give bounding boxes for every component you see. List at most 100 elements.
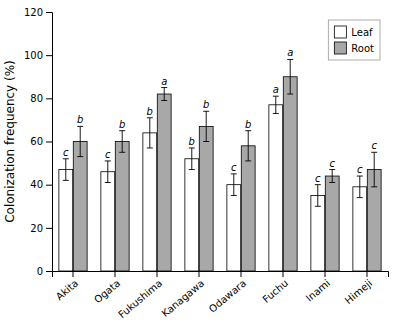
x-tick: Ogata <box>92 271 122 305</box>
error-bar <box>161 88 167 101</box>
x-tick: Inami <box>304 271 332 304</box>
x-axis-line <box>53 272 389 278</box>
y-tick-mark <box>46 142 52 143</box>
y-tick-mark <box>46 185 52 186</box>
x-axis: Akita OgataFukushimaKanagawaOdawara Fuchu I… <box>53 271 389 320</box>
y-tick-mark <box>46 228 52 229</box>
significance-label: b <box>203 99 209 110</box>
bar <box>101 172 115 271</box>
x-tick-mark <box>367 271 368 277</box>
bar <box>227 185 241 271</box>
bar <box>143 133 157 271</box>
x-tick-mark <box>157 271 158 277</box>
significance-label: b <box>147 106 153 117</box>
significance-label: b <box>119 119 125 130</box>
significance-label: a <box>161 76 167 87</box>
x-tick: Himeji <box>343 271 374 306</box>
x-tick-label: Fukushima <box>116 277 164 320</box>
significance-label: c <box>371 140 377 151</box>
legend-frame <box>328 20 380 60</box>
y-tick-label: 20 <box>30 223 43 234</box>
error-bar <box>119 131 125 153</box>
significance-labels: ccbbcaccbbabbacc <box>63 47 377 183</box>
x-tick-mark <box>283 271 284 277</box>
y-tick-label: 100 <box>24 50 43 61</box>
series <box>73 59 381 271</box>
y-axis: 0 20 40 60 80 100 120 <box>24 7 53 277</box>
y-tick-mark <box>46 12 52 13</box>
x-tick: Fuchu <box>260 271 290 305</box>
x-tick-mark <box>325 271 326 277</box>
y-tick: 80 <box>30 93 52 104</box>
bar <box>325 176 339 271</box>
x-tick: Kanagawa <box>159 271 206 319</box>
x-tick-mark <box>115 271 116 277</box>
x-tick-label: Himeji <box>343 277 374 306</box>
y-tick: 100 <box>24 50 52 61</box>
y-tick: 40 <box>30 179 52 190</box>
bar <box>73 142 87 272</box>
y-axis-title: Colonization frequency (%) <box>3 60 17 223</box>
y-tick-mark <box>46 271 52 272</box>
x-tick-label: Akita <box>54 277 81 302</box>
bar <box>353 187 367 271</box>
error-bar <box>203 111 209 141</box>
x-tick-label: Odawara <box>207 277 248 314</box>
significance-label: c <box>231 162 237 173</box>
y-tick: 60 <box>30 136 52 147</box>
y-tick: 120 <box>24 7 52 18</box>
y-tick-label: 40 <box>30 179 43 190</box>
x-tick-mark <box>241 271 242 277</box>
error-bar <box>287 59 293 94</box>
significance-label: b <box>245 119 251 130</box>
series <box>59 96 367 271</box>
plot: 0 20 40 60 80 100 120 Akita OgataFukushimaKanaga… <box>24 7 389 321</box>
error-bar <box>77 126 83 156</box>
y-tick: 20 <box>30 223 52 234</box>
error-bar <box>329 170 335 183</box>
y-tick-mark <box>46 55 52 56</box>
x-tick-label: Ogata <box>92 277 122 305</box>
significance-label: b <box>189 136 195 147</box>
y-tick-label: 60 <box>30 136 43 147</box>
significance-label: c <box>315 173 321 184</box>
bar <box>269 105 283 271</box>
error-bar <box>357 176 363 198</box>
x-tick-label: Fuchu <box>260 277 290 305</box>
x-tick-label: Inami <box>304 277 332 303</box>
error-bar <box>315 185 321 207</box>
y-tick-label: 80 <box>30 93 43 104</box>
bar <box>199 126 213 271</box>
significance-label: a <box>287 47 293 58</box>
significance-label: c <box>357 164 363 175</box>
x-tick-label: Kanagawa <box>159 277 206 319</box>
x-tick: Akita <box>54 271 81 302</box>
y-tick: 0 <box>37 266 52 277</box>
error-bar <box>147 118 153 148</box>
bar <box>185 159 199 271</box>
significance-label: a <box>273 84 279 95</box>
y-tick-mark <box>46 98 52 99</box>
error-bar <box>231 174 237 196</box>
error-bar <box>371 152 377 187</box>
x-tick: Fukushima <box>116 271 164 320</box>
error-bar <box>105 161 111 183</box>
bar <box>157 94 171 271</box>
bar <box>59 170 73 271</box>
marks <box>59 59 381 271</box>
x-tick-mark <box>199 271 200 277</box>
significance-label: c <box>105 149 111 160</box>
error-bar <box>63 159 69 181</box>
error-bar <box>189 148 195 170</box>
chart: 0 20 40 60 80 100 120 Akita OgataFukushimaKanaga… <box>0 0 400 335</box>
legend-label: Root <box>351 43 374 54</box>
legend: LeafRoot <box>328 20 380 60</box>
legend-swatch <box>334 26 346 38</box>
y-tick-label: 0 <box>37 266 43 277</box>
error-bar <box>273 96 279 113</box>
bar <box>283 77 297 271</box>
significance-label: c <box>63 147 69 158</box>
x-tick-mark <box>73 271 74 277</box>
y-axis-line <box>46 13 53 272</box>
significance-label: c <box>329 158 335 169</box>
